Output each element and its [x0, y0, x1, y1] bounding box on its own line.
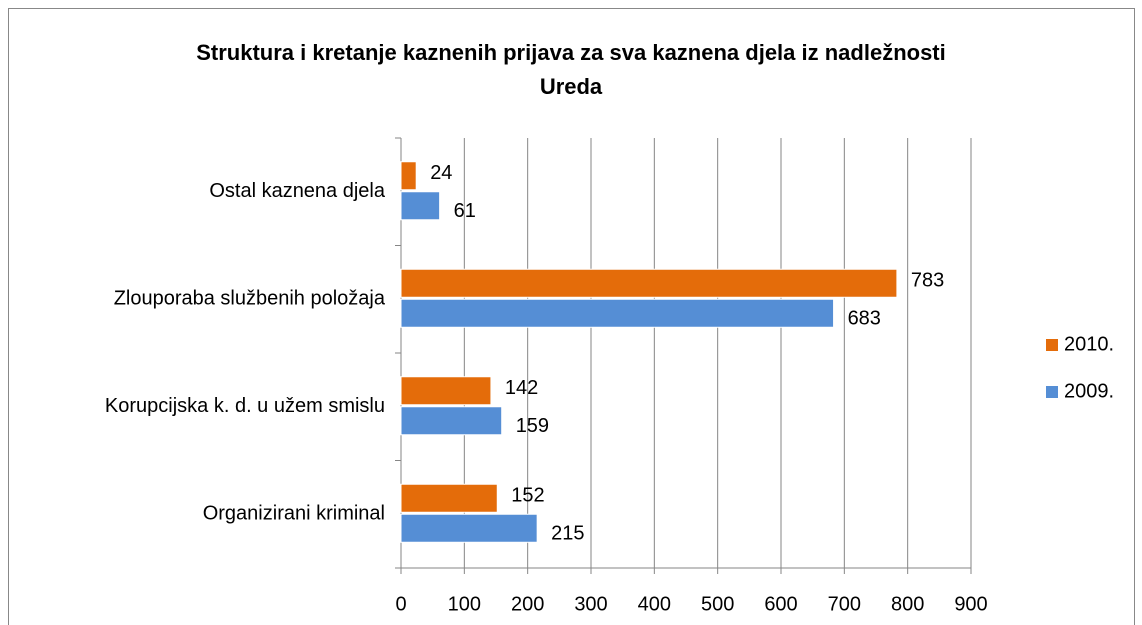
legend-label: 2009.	[1064, 380, 1114, 402]
chart-title: Struktura i kretanje kaznenih prijava za…	[196, 40, 946, 99]
bar	[400, 298, 835, 328]
x-tick-label: 200	[511, 593, 544, 615]
bar	[400, 268, 898, 298]
y-tick-label: Zlouporaba službenih položaja	[114, 288, 386, 310]
bar	[400, 483, 498, 513]
value-label: 215	[551, 523, 584, 545]
x-tick-label: 600	[764, 593, 797, 615]
bar	[400, 191, 441, 221]
x-tick-label: 0	[395, 593, 406, 615]
value-label: 142	[505, 377, 538, 399]
bar	[400, 161, 417, 191]
legend-swatch	[1046, 386, 1058, 398]
y-tick-label: Ostal kaznena djela	[209, 180, 386, 202]
value-label: 683	[848, 308, 881, 330]
x-tick-label: 300	[574, 593, 607, 615]
chart-border	[8, 8, 1135, 625]
value-label: 24	[430, 162, 452, 184]
value-label: 783	[911, 270, 944, 292]
bar	[400, 376, 492, 406]
legend-swatch	[1046, 339, 1058, 351]
x-tick-label: 900	[954, 593, 987, 615]
value-label: 152	[511, 485, 544, 507]
bar	[400, 513, 538, 543]
y-tick-label: Organizirani kriminal	[203, 503, 385, 525]
x-tick-label: 500	[701, 593, 734, 615]
bar	[400, 406, 503, 436]
x-tick-label: 400	[638, 593, 671, 615]
value-label: 159	[516, 415, 549, 437]
y-tick-label: Korupcijska k. d. u užem smislu	[105, 395, 385, 417]
x-tick-label: 100	[448, 593, 481, 615]
x-tick-label: 800	[891, 593, 924, 615]
x-tick-label: 700	[828, 593, 861, 615]
value-label: 61	[454, 200, 476, 222]
legend-label: 2010.	[1064, 333, 1114, 355]
